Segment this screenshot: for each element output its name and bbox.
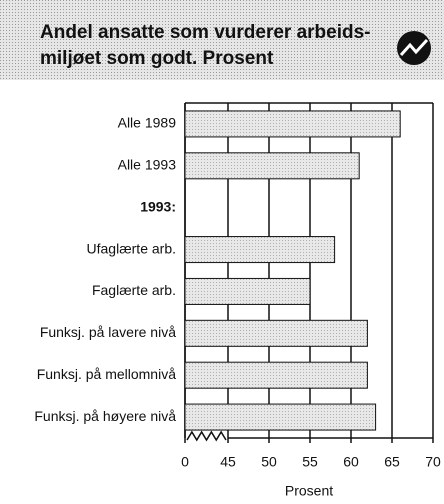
title-band <box>0 0 444 80</box>
bar <box>184 110 401 138</box>
bar <box>184 361 368 389</box>
y-tick-label: 1993: <box>140 198 176 214</box>
bar <box>184 319 368 347</box>
x-tick-label: 70 <box>425 454 441 470</box>
x-tick-label: 50 <box>261 454 277 470</box>
y-tick-label: Ufaglærte arb. <box>87 240 176 256</box>
axis-break <box>186 430 227 442</box>
bar <box>184 152 360 180</box>
x-tick-label: 45 <box>220 454 236 470</box>
y-tick-label: Alle 1993 <box>118 157 177 173</box>
y-tick-label: Funksj. på mellomnivå <box>37 366 176 382</box>
x-axis-label: Prosent <box>285 483 333 499</box>
x-tick-label: 65 <box>384 454 400 470</box>
y-tick-label: Funksj. på lavere nivå <box>40 324 176 340</box>
y-tick-label: Faglærte arb. <box>92 282 176 298</box>
bar <box>184 277 311 305</box>
x-tick-label: 55 <box>302 454 318 470</box>
chart-title: Andel ansatte som vurderer arbeids- <box>40 22 371 43</box>
x-tick-label: 60 <box>343 454 359 470</box>
y-tick-label: Alle 1989 <box>118 115 177 131</box>
y-tick-label: Funksj. på høyere nivå <box>34 408 176 424</box>
chart-title: miljøet som godt. Prosent <box>40 48 274 69</box>
logo <box>397 31 431 65</box>
bar <box>184 403 377 431</box>
x-tick-label: 0 <box>181 454 189 470</box>
bar <box>184 236 336 264</box>
